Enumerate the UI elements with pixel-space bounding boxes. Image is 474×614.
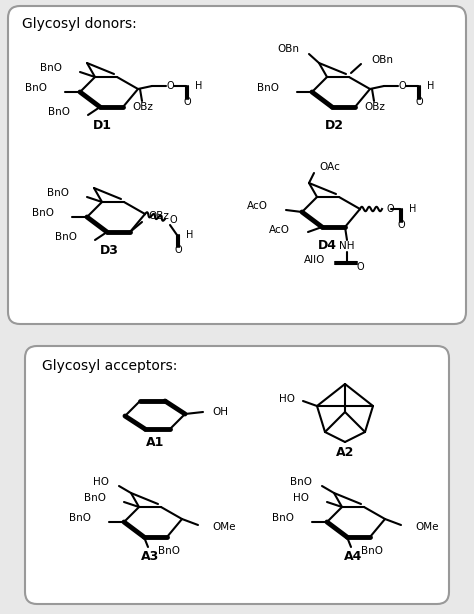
Text: BnO: BnO — [25, 83, 47, 93]
Text: AllO: AllO — [304, 255, 325, 265]
Text: OBn: OBn — [277, 44, 299, 54]
Text: O: O — [415, 97, 423, 107]
Text: AcO: AcO — [269, 225, 290, 235]
Text: BnO: BnO — [257, 83, 279, 93]
Text: D1: D1 — [92, 119, 111, 131]
Text: O: O — [398, 81, 406, 91]
Text: OMe: OMe — [415, 522, 438, 532]
Text: HO: HO — [293, 493, 309, 503]
Text: D4: D4 — [318, 238, 337, 252]
Text: NH: NH — [339, 241, 355, 251]
Text: H: H — [427, 81, 434, 91]
Text: H: H — [409, 204, 416, 214]
Text: O: O — [174, 245, 182, 255]
FancyBboxPatch shape — [25, 346, 449, 604]
Text: A1: A1 — [146, 435, 164, 448]
Text: Glycosyl acceptors:: Glycosyl acceptors: — [42, 359, 177, 373]
Text: BnO: BnO — [48, 107, 70, 117]
Text: A2: A2 — [336, 446, 354, 459]
Text: O: O — [397, 220, 405, 230]
Text: BnO: BnO — [32, 208, 54, 218]
Text: BnO: BnO — [272, 513, 294, 523]
Text: H: H — [186, 230, 193, 240]
Text: BnO: BnO — [55, 232, 77, 242]
Text: A4: A4 — [344, 550, 362, 562]
Text: OBz: OBz — [148, 211, 169, 221]
Text: OH: OH — [212, 407, 228, 417]
Text: BnO: BnO — [69, 513, 91, 523]
Text: BnO: BnO — [47, 188, 69, 198]
Text: O: O — [183, 97, 191, 107]
Text: O: O — [166, 81, 174, 91]
Text: O: O — [357, 262, 365, 272]
Text: BnO: BnO — [158, 546, 180, 556]
Text: O: O — [387, 204, 395, 214]
FancyBboxPatch shape — [8, 6, 466, 324]
Text: HO: HO — [93, 477, 109, 487]
Text: OMe: OMe — [212, 522, 236, 532]
Text: OAc: OAc — [319, 162, 340, 172]
Text: BnO: BnO — [84, 493, 106, 503]
Text: BnO: BnO — [361, 546, 383, 556]
Text: HO: HO — [279, 394, 295, 404]
Text: OBz: OBz — [133, 102, 154, 112]
Text: D3: D3 — [100, 244, 118, 257]
Text: AcO: AcO — [247, 201, 268, 211]
Text: A3: A3 — [141, 550, 159, 562]
Text: BnO: BnO — [290, 477, 312, 487]
Text: OBz: OBz — [365, 102, 385, 112]
Text: O: O — [170, 215, 178, 225]
Text: BnO: BnO — [40, 63, 62, 73]
Text: D2: D2 — [325, 119, 344, 131]
Text: OBn: OBn — [371, 55, 393, 65]
Text: Glycosyl donors:: Glycosyl donors: — [22, 17, 137, 31]
Text: H: H — [195, 81, 202, 91]
